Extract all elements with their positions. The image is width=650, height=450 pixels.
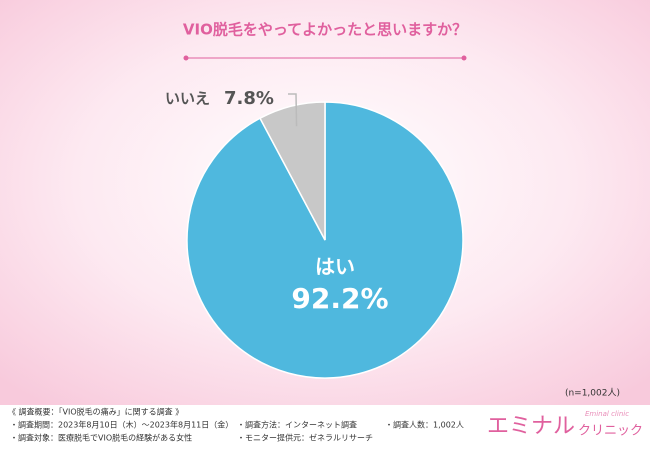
rule-dot: [183, 55, 189, 61]
brand-en: Eminal clinic: [585, 410, 629, 418]
survey-item: ・調査方法：インターネット調査: [237, 420, 357, 430]
survey-heading: 《 調査概要：「VIO脱毛の痛み」に関する調査 》: [8, 407, 183, 417]
leader-line: [288, 93, 298, 127]
slice-value-label: 92.2%: [291, 282, 388, 315]
brand-sub: クリニック: [578, 424, 643, 439]
survey-item: ・モニター提供元：ゼネラルリサーチ: [237, 433, 373, 443]
survey-item: ・調査期間：2023年8月10日（木）〜2023年8月11日（金）: [10, 420, 233, 430]
chart-title: VIO脱毛をやってよかったと思いますか？: [183, 21, 467, 39]
footer-background: [0, 405, 650, 450]
slice-value-label: 7.8%: [224, 88, 274, 109]
pie-slice: [259, 101, 326, 241]
sample-note: (n=1,002人): [565, 388, 620, 399]
slice-label: はい: [315, 255, 355, 279]
survey-item: ・調査対象：医療脱毛でVIO脱毛の経験がある女性: [10, 433, 192, 443]
brand-name: エミナル: [487, 414, 575, 439]
survey-item: ・調査人数：1,002人: [385, 420, 464, 430]
slice-label: いいえ: [165, 90, 210, 108]
rule-dot: [461, 55, 467, 61]
